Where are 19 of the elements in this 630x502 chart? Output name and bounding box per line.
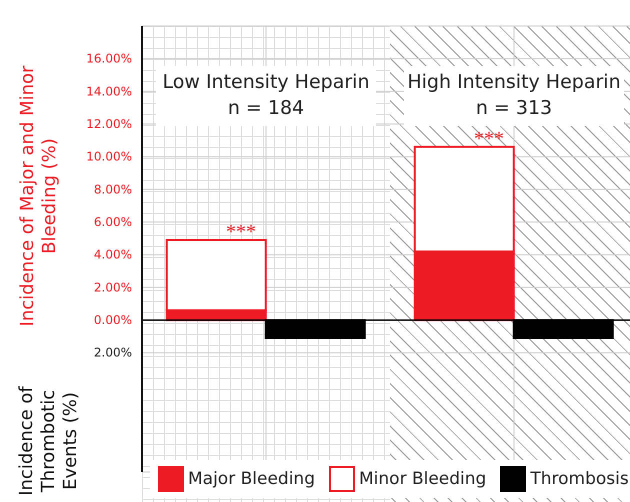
legend-label: Major Bleeding [188, 469, 315, 489]
y-tick-label: 8.00% [94, 182, 132, 196]
legend-label: Minor Bleeding [359, 469, 486, 489]
y-tick-label: 2.00% [94, 346, 132, 360]
y-tick-label: 4.00% [94, 248, 132, 262]
y-tick-label: 0.00% [94, 313, 132, 328]
y-tick-label: 10.00% [86, 150, 132, 164]
y-tick-label: 2.00% [94, 280, 132, 294]
y-tick-label: 6.00% [94, 215, 132, 230]
annotation: *** [474, 128, 504, 150]
y-tick-label: 14.00% [86, 84, 132, 98]
y-tick-label: 16.00% [86, 52, 132, 66]
y-tick-label: 12.00% [86, 117, 132, 132]
y-axis-title: Incidence of Major and Minor Bleeding (%) [17, 64, 61, 328]
legend-label: Thrombosis [530, 469, 629, 489]
x-tick-label: Low Intensity Heparin n = 184 [162, 71, 370, 120]
annotation: *** [226, 221, 256, 244]
x-tick-label: High Intensity Heparin n = 313 [407, 71, 621, 120]
text: Incidence of Thrombotic Events (%) [16, 385, 82, 498]
